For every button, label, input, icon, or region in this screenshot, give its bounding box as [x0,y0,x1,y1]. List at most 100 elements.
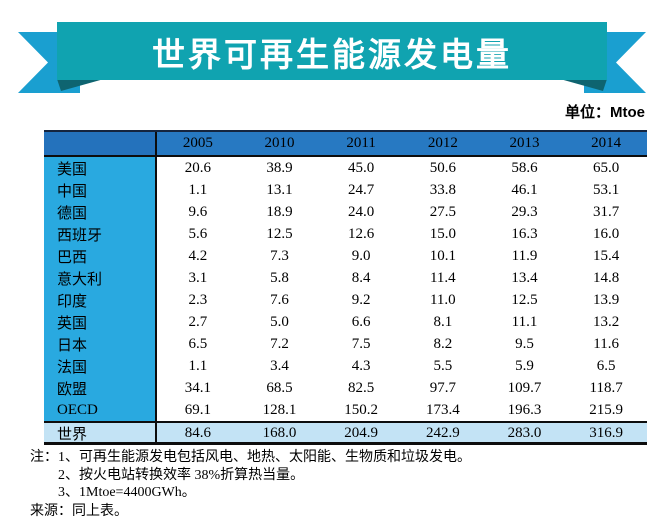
unit-label: 单位：Mtoe [565,104,645,121]
row-label: 德国 [44,201,157,223]
footnotes: 注：1、可再生能源发电包括风电、地热、太阳能、生物质和垃圾发电。 2、按火电站转… [30,449,650,517]
ribbon-right-fold [560,79,607,91]
table-body: 美国 20.6 38.9 45.0 50.6 58.6 65.0 中国 1.1 13.1 24.7 3… [44,157,647,421]
value-cell: 1.1 [157,179,239,201]
value-cell: 9.2 [320,289,402,311]
value-cell: 12.5 [238,223,321,245]
table-header-row: 2005 2010 2011 2012 2013 2014 [44,132,647,157]
value-cell: 7.6 [238,289,321,311]
value-cell: 97.7 [401,377,484,399]
value-cell: 109.7 [483,377,566,399]
value-cell: 6.5 [565,355,647,377]
column-header-2012: 2012 [427,135,458,151]
value-cell: 14.8 [565,267,647,289]
total-value-cell: 316.9 [589,425,624,441]
value-cell: 46.1 [483,179,566,201]
value-cell: 69.1 [157,399,239,421]
value-cell: 196.3 [483,399,566,421]
row-label: 印度 [44,289,157,311]
table-row: 中国 1.1 13.1 24.7 33.8 46.1 53.1 [44,179,647,201]
value-cell: 38.9 [238,157,321,179]
ribbon-center-band [57,22,607,80]
total-value-cell: 283.0 [507,425,542,441]
value-cell: 3.4 [238,355,321,377]
table-row: 巴西 4.2 7.3 9.0 10.1 11.9 15.4 [44,245,647,267]
row-label: 日本 [44,333,157,355]
value-cell: 11.9 [483,245,566,267]
column-header-2010: 2010 [264,135,295,151]
total-value-cell: 242.9 [425,425,460,441]
table-row: 意大利 3.1 5.8 8.4 11.4 13.4 14.8 [44,267,647,289]
value-cell: 15.4 [565,245,647,267]
value-cell: 8.2 [401,333,484,355]
table-row: 德国 9.6 18.9 24.0 27.5 29.3 31.7 [44,201,647,223]
table-row: 美国 20.6 38.9 45.0 50.6 58.6 65.0 [44,157,647,179]
value-cell: 16.3 [483,223,566,245]
value-cell: 7.3 [238,245,321,267]
note-line-2: 2、按火电站转换效率 38%折算热当量。 [58,467,305,483]
value-cell: 2.3 [157,289,239,311]
value-cell: 53.1 [565,179,647,201]
row-label: 意大利 [44,267,157,289]
table-row: 法国 1.1 3.4 4.3 5.5 5.9 6.5 [44,355,647,377]
row-label: OECD [44,399,157,421]
note-line-3: 3、1Mtoe=4400GWh。 [58,485,196,500]
value-cell: 31.7 [565,201,647,223]
value-cell: 13.4 [483,267,566,289]
value-cell: 8.4 [320,267,402,289]
value-cell: 45.0 [320,157,402,179]
value-cell: 7.5 [320,333,402,355]
value-cell: 3.1 [157,267,239,289]
value-cell: 34.1 [157,377,239,399]
table-total-row: 世界 84.6 168.0 204.9 242.9 283.0 316.9 [44,421,647,445]
data-table: 2005 2010 2011 2012 2013 2014 美国 20.6 38.9 45.0 5… [44,130,647,445]
value-cell: 33.8 [401,179,484,201]
value-cell: 13.9 [565,289,647,311]
table-row: 英国 2.7 5.0 6.6 8.1 11.1 13.2 [44,311,647,333]
row-label: 巴西 [44,245,157,267]
note-line-1: 注：1、可再生能源发电包括风电、地热、太阳能、生物质和垃圾发电。 [30,449,650,467]
value-cell: 7.2 [238,333,321,355]
source-line: 来源：同上表。 [30,503,128,517]
total-value-cell: 204.9 [344,425,379,441]
value-cell: 10.1 [401,245,484,267]
ribbon-left-fold [57,79,104,91]
value-cell: 4.2 [157,245,239,267]
column-header-2013: 2013 [509,135,540,151]
title-banner: 世界可再生能源发电量 [0,0,664,100]
row-label: 英国 [44,311,157,333]
value-cell: 215.9 [565,399,647,421]
value-cell: 5.6 [157,223,239,245]
value-cell: 11.6 [565,333,647,355]
value-cell: 5.5 [401,355,484,377]
table-row: OECD 69.1 128.1 150.2 173.4 196.3 215.9 [44,399,647,421]
value-cell: 9.0 [320,245,402,267]
total-row-label: 世界 [44,423,157,444]
page-title: 世界可再生能源发电量 [152,36,512,73]
value-cell: 173.4 [401,399,484,421]
total-value-cell: 168.0 [262,425,297,441]
value-cell: 16.0 [565,223,647,245]
value-cell: 150.2 [320,399,402,421]
value-cell: 11.4 [401,267,484,289]
value-cell: 118.7 [565,377,647,399]
value-cell: 82.5 [320,377,402,399]
value-cell: 6.6 [320,311,402,333]
column-header-2011: 2011 [346,135,376,151]
row-label: 法国 [44,355,157,377]
value-cell: 4.3 [320,355,402,377]
value-cell: 13.2 [565,311,647,333]
value-cell: 24.7 [320,179,402,201]
value-cell: 128.1 [238,399,321,421]
table-row: 日本 6.5 7.2 7.5 8.2 9.5 11.6 [44,333,647,355]
value-cell: 11.0 [401,289,484,311]
value-cell: 5.9 [483,355,566,377]
value-cell: 20.6 [157,157,239,179]
value-cell: 2.7 [157,311,239,333]
value-cell: 68.5 [238,377,321,399]
value-cell: 65.0 [565,157,647,179]
row-label: 美国 [44,157,157,179]
value-cell: 6.5 [157,333,239,355]
value-cell: 5.8 [238,267,321,289]
note-item-1: 1、可再生能源发电包括风电、地热、太阳能、生物质和垃圾发电。 [58,450,471,465]
